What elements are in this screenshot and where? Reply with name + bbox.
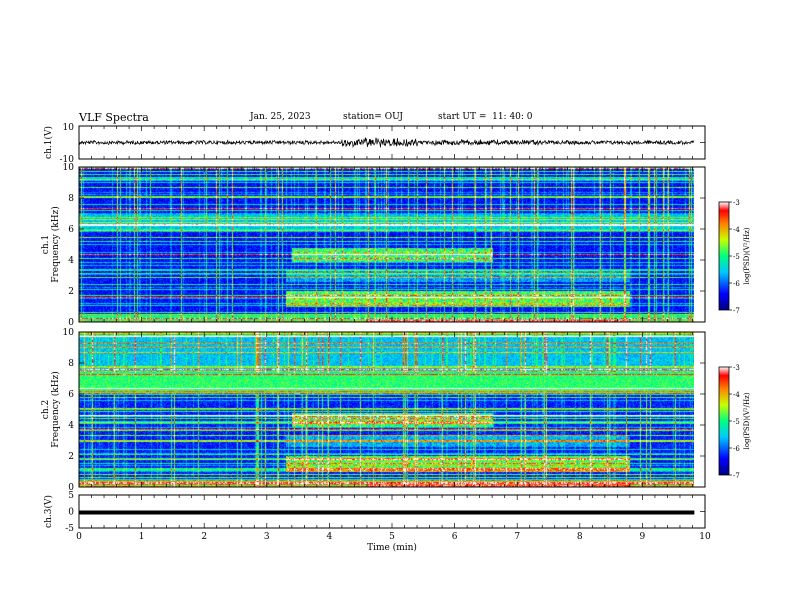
ch1-frequency-label: Frequency (kHz) bbox=[50, 206, 61, 283]
time-tick-label: 3 bbox=[264, 532, 270, 542]
ch3-ytick-label: 5 bbox=[68, 491, 74, 501]
ch2-channel-label: ch.2 bbox=[41, 400, 51, 419]
ch1-freq-tick-label: 4 bbox=[68, 256, 74, 266]
ch2-spectrogram-image bbox=[79, 332, 694, 487]
ch2-colorbar-tick-label: -6 bbox=[733, 445, 740, 453]
figure-start-time: start UT = 11: 40: 0 bbox=[438, 112, 533, 122]
time-tick-label: 8 bbox=[577, 532, 583, 542]
ch3-ytick-label: 0 bbox=[68, 508, 74, 518]
ch2-colorbar-tick-label: -4 bbox=[733, 391, 740, 399]
ch2-colorbar bbox=[718, 366, 730, 476]
ch2-frequency-label: Frequency (kHz) bbox=[50, 371, 61, 448]
ch2-freq-tick-label: 6 bbox=[68, 390, 74, 400]
ch3-ytick-label: -5 bbox=[65, 524, 74, 534]
ch1-waveform-trace bbox=[78, 137, 695, 149]
time-tick-label: 9 bbox=[640, 532, 646, 542]
time-tick-label: 4 bbox=[327, 532, 333, 542]
ch1-colorbar-tick-label: -7 bbox=[733, 307, 740, 315]
time-axis-label: Time (min) bbox=[367, 542, 417, 553]
ch1-ytick-label: 10 bbox=[63, 123, 75, 133]
ch1-colorbar-tick-label: -6 bbox=[733, 280, 740, 288]
ch1-freq-tick-label: 6 bbox=[68, 225, 74, 235]
time-tick-label: 10 bbox=[699, 532, 711, 542]
ch1-colorbar-tick-label: -5 bbox=[733, 253, 740, 261]
ch2-freq-tick-label: 2 bbox=[68, 452, 74, 462]
figure-title: VLF Spectra bbox=[79, 111, 149, 124]
ch2-freq-tick-label: 0 bbox=[68, 483, 74, 493]
ch1-freq-tick-label: 2 bbox=[68, 287, 74, 297]
time-tick-label: 0 bbox=[76, 532, 82, 542]
ch1-colorbar-tick-label: -4 bbox=[733, 226, 740, 234]
ch1-waveform-ylabel: ch.1(V) bbox=[43, 126, 54, 159]
ch1-ytick-label: -10 bbox=[60, 155, 75, 165]
ch2-freq-tick-label: 8 bbox=[68, 359, 74, 369]
ch1-colorbar bbox=[718, 201, 730, 311]
ch1-colorbar-label: log(PSD)(V²/Hz) bbox=[743, 227, 751, 284]
ch2-freq-tick-label: 4 bbox=[68, 421, 74, 431]
time-tick-label: 6 bbox=[452, 532, 458, 542]
time-tick-label: 5 bbox=[389, 532, 395, 542]
figure-station: station= OUJ bbox=[343, 112, 404, 122]
time-tick-label: 7 bbox=[514, 532, 520, 542]
ch1-freq-tick-label: 10 bbox=[63, 163, 75, 173]
ch2-freq-tick-label: 10 bbox=[63, 328, 75, 338]
ch2-colorbar-tick-label: -5 bbox=[733, 418, 740, 426]
ch1-freq-tick-label: 0 bbox=[68, 318, 74, 328]
ch2-colorbar-tick-label: -3 bbox=[733, 364, 740, 372]
ch1-colorbar-tick-label: -3 bbox=[733, 199, 740, 207]
ch2-colorbar-tick-label: -7 bbox=[733, 472, 740, 480]
ch2-colorbar-label: log(PSD)(V²/Hz) bbox=[743, 392, 751, 449]
figure-date: Jan. 25, 2023 bbox=[250, 112, 311, 122]
time-tick-label: 2 bbox=[201, 532, 207, 542]
ch1-channel-label: ch.1 bbox=[41, 235, 51, 254]
ch1-freq-tick-label: 8 bbox=[68, 194, 74, 204]
ch3-waveform-ylabel: ch.3(V) bbox=[43, 495, 54, 528]
ch1-spectrogram-image bbox=[79, 167, 694, 322]
time-tick-label: 1 bbox=[139, 532, 145, 542]
